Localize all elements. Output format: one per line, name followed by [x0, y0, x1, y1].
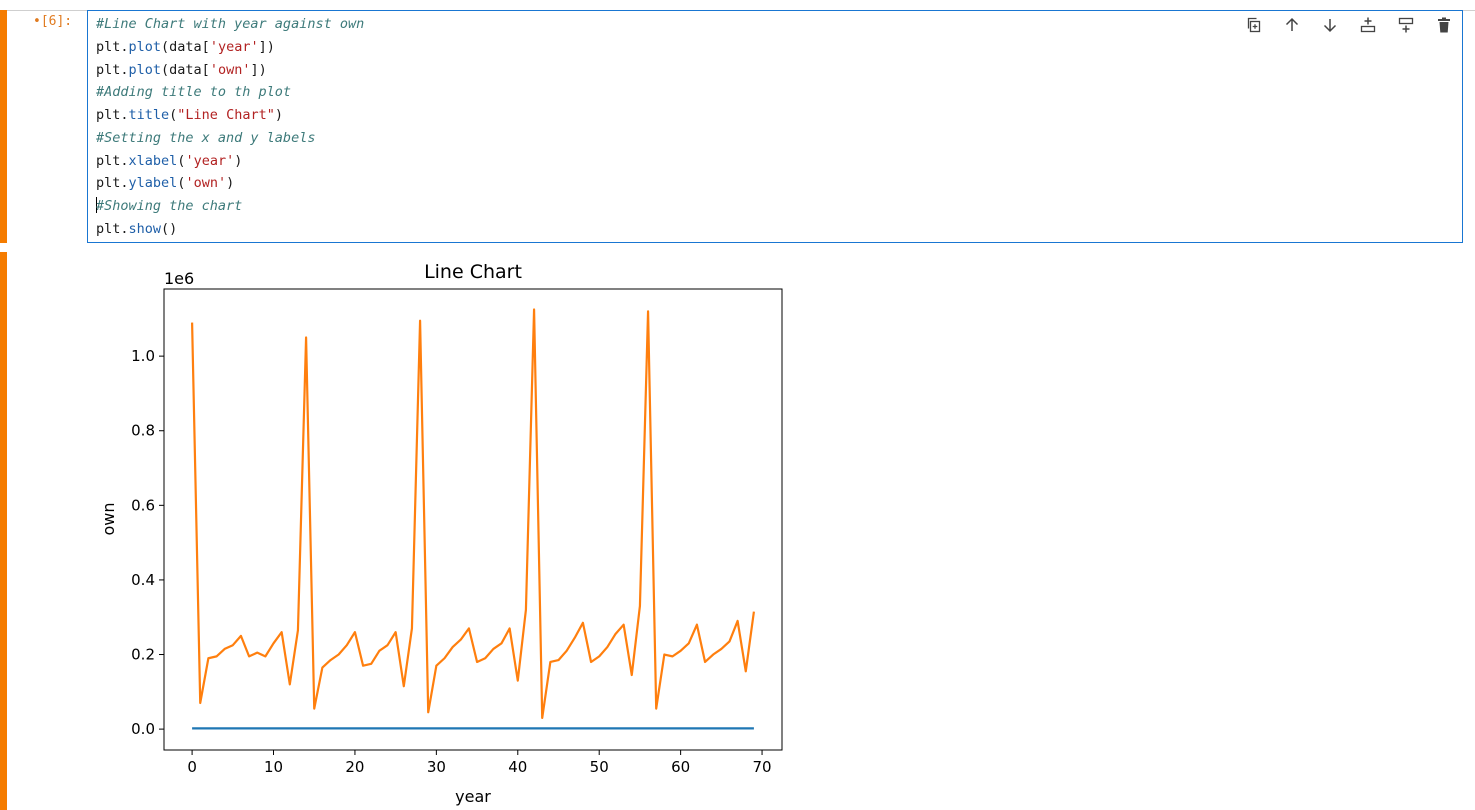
- code-token: 'own': [209, 61, 251, 78]
- line-chart: 0 10 20 30 40 50 60 70 0.0 0.2 0.4 0.6 0.8 1.0 Line …: [99, 261, 783, 806]
- code-token: "Line Chart": [177, 107, 275, 123]
- y-tick-label: 0.0: [131, 720, 155, 738]
- code-token: #Setting the x and y labels: [96, 129, 316, 146]
- code-content[interactable]: #Line Chart with year against own plt.pl…: [96, 13, 364, 241]
- y-tick-label: 0.6: [131, 496, 155, 514]
- code-token: plt.: [96, 152, 129, 169]
- y-axis-label: own: [99, 502, 118, 535]
- x-tick-label: 40: [508, 758, 527, 776]
- plot-frame: [163, 288, 783, 751]
- code-token: (: [177, 175, 186, 192]
- code-token: title: [128, 107, 170, 123]
- series-line-1: [190, 308, 755, 720]
- code-line[interactable]: plt.xlabel('year'): [96, 153, 242, 169]
- code-token: ]): [250, 61, 267, 78]
- code-line[interactable]: #Setting the x and y labels: [96, 130, 315, 146]
- code-token: plot: [128, 61, 162, 78]
- code-line[interactable]: #Line Chart with year against own: [96, 16, 364, 32]
- code-token: plt.: [96, 38, 129, 55]
- code-token: ): [274, 107, 283, 123]
- code-token: 'year': [209, 38, 259, 55]
- y-tick-label: 1.0: [131, 347, 155, 365]
- chart-title: Line Chart: [424, 261, 522, 283]
- x-tick-label: 0: [187, 758, 197, 776]
- y-tick-label: 0.8: [131, 422, 155, 440]
- code-line[interactable]: plt.plot(data['year']): [96, 39, 275, 55]
- delete-cell-icon[interactable]: [1434, 15, 1454, 35]
- code-token: (data[: [161, 61, 210, 78]
- code-token: show: [128, 220, 162, 237]
- code-token: 'own': [185, 175, 227, 192]
- code-token: ]): [258, 38, 275, 55]
- x-tick-label: 50: [590, 758, 609, 776]
- code-line[interactable]: plt.show(): [96, 221, 177, 237]
- code-token: #Adding title to th plot: [96, 84, 292, 101]
- code-line[interactable]: plt.plot(data['own']): [96, 62, 267, 78]
- x-axis-label: year: [455, 787, 491, 806]
- code-token: ): [226, 175, 235, 192]
- code-token: (: [169, 107, 178, 123]
- x-tick-label: 60: [671, 758, 690, 776]
- code-token: xlabel: [128, 152, 178, 169]
- duplicate-cell-icon[interactable]: [1244, 15, 1264, 35]
- x-tick-label: 10: [264, 758, 283, 776]
- y-offset-label: 1e6: [164, 269, 194, 288]
- code-token: (: [177, 152, 186, 169]
- code-token: ): [234, 152, 243, 169]
- x-tick-label: 20: [345, 758, 364, 776]
- execution-prompt: •[6]:: [33, 14, 73, 29]
- code-token: 'year': [185, 152, 235, 169]
- code-editor[interactable]: #Line Chart with year against own plt.pl…: [87, 10, 1463, 243]
- code-token: #Line Chart with year against own: [96, 16, 365, 32]
- cell-toolbar: [1244, 15, 1454, 35]
- code-token: plt.: [96, 107, 129, 123]
- x-tick-label: 30: [427, 758, 446, 776]
- code-line[interactable]: #Adding title to th plot: [96, 84, 291, 100]
- code-token: plot: [128, 38, 162, 55]
- y-axis: 0.0 0.2 0.4 0.6 0.8 1.0: [131, 347, 164, 738]
- output-cell-active-bar[interactable]: [0, 252, 7, 810]
- move-up-icon[interactable]: [1282, 15, 1302, 35]
- y-tick-label: 0.4: [131, 571, 155, 589]
- x-axis: 0 10 20 30 40 50 60 70: [187, 750, 772, 776]
- code-line[interactable]: plt.title("Line Chart"): [96, 107, 283, 123]
- text-cursor: [96, 197, 97, 213]
- code-token: (data[: [161, 38, 210, 55]
- code-token: ylabel: [128, 175, 178, 192]
- input-cell-active-bar[interactable]: [0, 10, 7, 243]
- code-line[interactable]: #Showing the chart: [96, 197, 243, 214]
- code-token: plt.: [96, 61, 129, 78]
- x-tick-label: 70: [753, 758, 772, 776]
- insert-above-icon[interactable]: [1358, 15, 1378, 35]
- series-layer: [190, 308, 755, 730]
- code-token: plt.: [96, 220, 129, 237]
- code-line[interactable]: plt.ylabel('own'): [96, 175, 234, 191]
- code-token: plt.: [96, 175, 129, 192]
- move-down-icon[interactable]: [1320, 15, 1340, 35]
- code-token: #Showing the chart: [96, 198, 243, 214]
- code-token: (): [161, 220, 178, 237]
- insert-below-icon[interactable]: [1396, 15, 1416, 35]
- y-tick-label: 0.2: [131, 646, 155, 664]
